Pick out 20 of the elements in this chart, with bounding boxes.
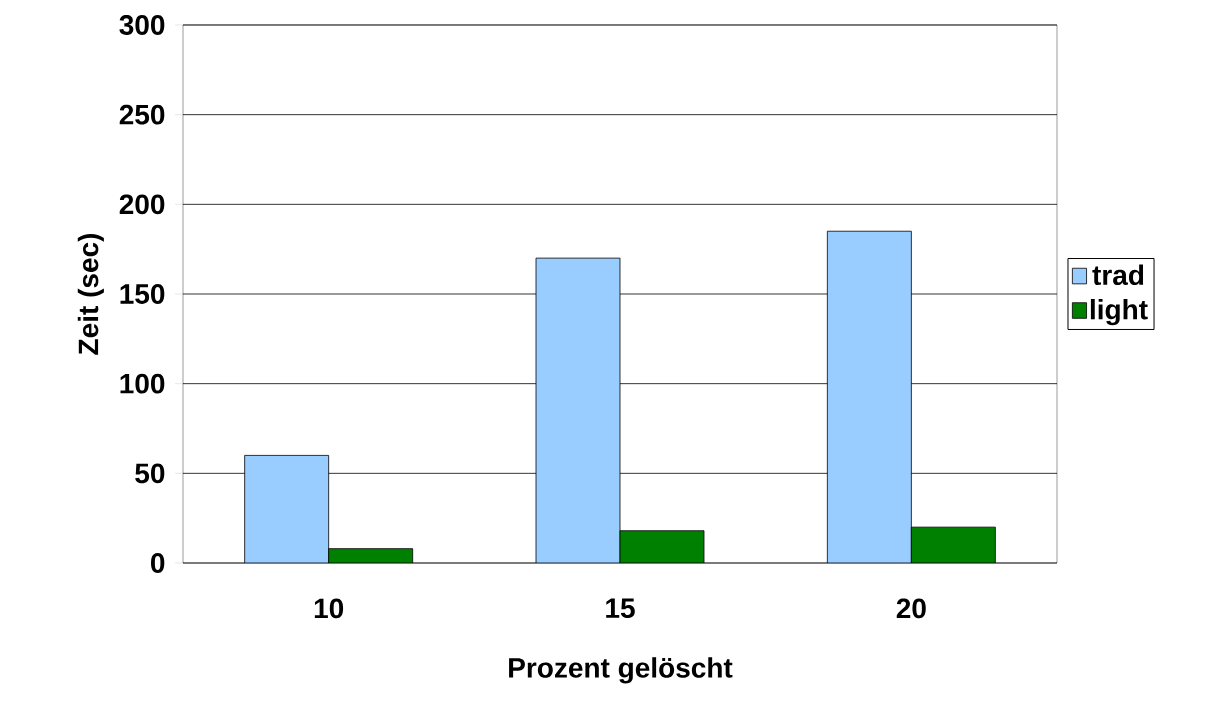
y-tick-label: 200 xyxy=(119,194,165,215)
legend-label: light xyxy=(1090,298,1148,326)
y-tick-label: 250 xyxy=(119,104,165,125)
legend-label: trad xyxy=(1092,264,1144,286)
x-tick-label: 15 xyxy=(606,598,635,619)
bar xyxy=(328,548,414,563)
y-tick-label: 300 xyxy=(119,15,165,35)
y-tick-label: 0 xyxy=(151,553,165,573)
bar xyxy=(535,257,621,563)
y-tick-label: 100 xyxy=(120,373,165,394)
x-axis-title: Prozent gelöscht xyxy=(509,657,733,684)
y-tick-label: 50 xyxy=(135,463,165,484)
y-axis-title: Zeit (sec) xyxy=(77,233,104,355)
bar xyxy=(826,230,912,563)
bar xyxy=(619,530,705,563)
bar xyxy=(244,455,330,563)
x-tick-label: 20 xyxy=(896,598,926,619)
y-tick-label: 150 xyxy=(120,284,165,304)
bar xyxy=(910,526,996,563)
x-tick-label: 10 xyxy=(314,598,344,619)
